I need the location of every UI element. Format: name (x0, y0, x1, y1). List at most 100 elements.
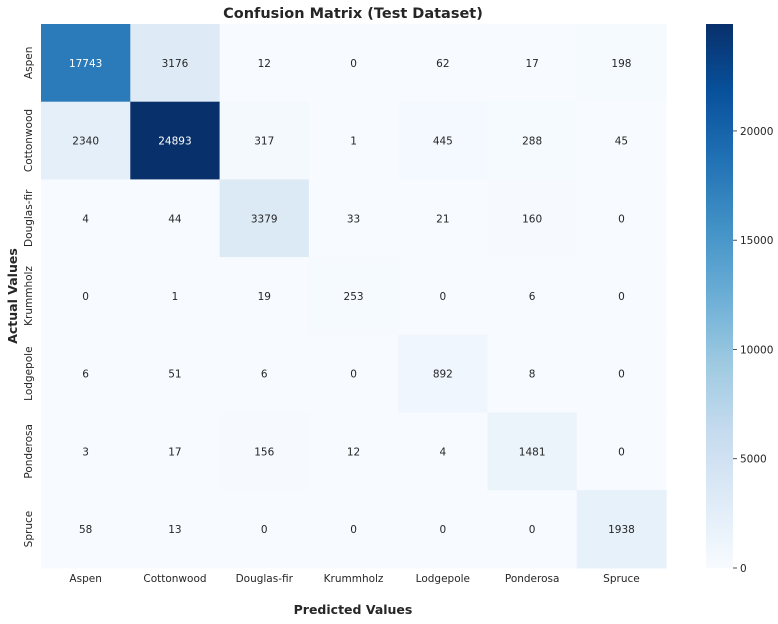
heatmap-cell-aspen-ponderosa (487, 24, 578, 103)
cell-value-label: 0 (440, 524, 447, 536)
heatmap-cell-douglas-fir-douglas-fir (219, 179, 310, 258)
cell-value-label: 0 (440, 291, 447, 303)
heatmap-cell-lodgepole-spruce (576, 334, 667, 414)
cell-value-label: 3 (82, 446, 89, 458)
heatmap-cell-ponderosa-spruce (576, 412, 667, 491)
y-tick-label-spruce: Spruce (23, 511, 35, 548)
y-tick-labels: Aspen Cottonwood Douglas-fir Krummholz Lodge… (23, 47, 35, 548)
y-tick-label-krummholz: Krummholz (23, 266, 35, 326)
cell-value-label: 33 (347, 213, 360, 225)
cell-value-label: 44 (168, 213, 182, 225)
x-tick-label-krummholz: Krummholz (324, 573, 384, 585)
heatmap-cell-spruce-ponderosa (487, 490, 578, 569)
y-tick-label-douglas-fir: Douglas-fir (23, 189, 35, 247)
heatmap-cell-douglas-fir-cottonwood (130, 179, 221, 258)
heatmap-cell-douglas-fir-krummholz (308, 179, 399, 258)
y-tick-label-ponderosa: Ponderosa (23, 424, 35, 479)
heatmap-cell-ponderosa-krummholz (308, 412, 399, 491)
y-tick-label-cottonwood: Cottonwood (23, 109, 35, 172)
heatmap-cell-krummholz-cottonwood (130, 257, 221, 336)
colorbar-tick-label: 5000 (740, 454, 767, 466)
heatmap-cell-aspen-lodgepole (398, 24, 489, 103)
cell-value-label: 58 (79, 524, 92, 536)
x-tick-label-lodgepole: Lodgepole (416, 573, 470, 585)
cell-value-label: 0 (618, 213, 625, 225)
heatmap-cell-krummholz-krummholz (308, 257, 399, 336)
cell-value-label: 17 (168, 446, 181, 458)
cell-value-label: 2340 (72, 136, 99, 148)
cell-value-label: 12 (258, 58, 271, 70)
colorbar-tick-label: 10000 (740, 344, 773, 356)
cell-value-label: 19 (258, 291, 271, 303)
heatmap-cell-aspen-cottonwood (130, 24, 221, 103)
heatmap-cell-cottonwood-lodgepole (398, 101, 489, 180)
cell-value-label: 156 (254, 446, 274, 458)
heatmap-cell-ponderosa-aspen (41, 412, 131, 491)
y-tick-label-aspen: Aspen (23, 47, 35, 79)
cell-value-label: 51 (168, 369, 181, 381)
heatmap-cell-krummholz-spruce (576, 257, 667, 336)
cell-value-label: 8 (529, 369, 536, 381)
heatmap-cell-lodgepole-ponderosa (487, 334, 578, 414)
cell-value-label: 45 (615, 136, 628, 148)
heatmap-cell-krummholz-aspen (41, 257, 131, 336)
heatmap-cell-douglas-fir-aspen (41, 179, 131, 258)
cell-value-label: 62 (436, 58, 449, 70)
cell-value-label: 4 (440, 446, 447, 458)
y-tick-label-lodgepole: Lodgepole (23, 346, 35, 400)
cell-value-label: 0 (350, 58, 357, 70)
cell-value-label: 160 (522, 213, 542, 225)
heatmap-cell-lodgepole-douglas-fir (219, 334, 310, 414)
cell-value-label: 17 (525, 58, 538, 70)
cell-value-label: 198 (611, 58, 631, 70)
heatmap-cell-lodgepole-lodgepole (398, 334, 489, 414)
cell-value-label: 6 (529, 291, 536, 303)
cell-value-label: 1 (172, 291, 179, 303)
x-tick-label-douglas-fir: Douglas-fir (236, 573, 294, 585)
heatmap-cell-douglas-fir-ponderosa (487, 179, 578, 258)
cell-value-label: 12 (347, 446, 360, 458)
y-axis-label: Actual Values (5, 248, 20, 344)
colorbar-ticks: 0 5000 10000 15000 20000 (733, 126, 773, 575)
cell-value-label: 0 (618, 291, 625, 303)
heatmap-cell-spruce-lodgepole (398, 490, 489, 569)
cell-value-label: 0 (350, 524, 357, 536)
x-tick-labels: Aspen Cottonwood Douglas-fir Krummholz Lodge… (69, 573, 639, 585)
heatmap-cell-douglas-fir-spruce (576, 179, 667, 258)
heatmap-cell-lodgepole-krummholz (308, 334, 399, 414)
colorbar-tick-label: 20000 (740, 126, 773, 138)
heatmap-cell-cottonwood-ponderosa (487, 101, 578, 180)
cell-value-label: 445 (433, 136, 453, 148)
colorbar-tick-label: 0 (740, 563, 747, 575)
cell-value-label: 0 (261, 524, 268, 536)
heatmap-cell-spruce-cottonwood (130, 490, 221, 569)
cell-value-label: 0 (529, 524, 536, 536)
cell-value-label: 1938 (608, 524, 635, 536)
x-tick-label-aspen: Aspen (69, 573, 101, 585)
heatmap-cell-aspen-spruce (576, 24, 667, 103)
cell-value-label: 6 (261, 369, 268, 381)
x-axis-label: Predicted Values (294, 602, 413, 617)
cell-value-label: 0 (82, 291, 89, 303)
cell-value-label: 0 (618, 446, 625, 458)
heatmap-cell-lodgepole-cottonwood (130, 334, 221, 414)
heatmap-cell-spruce-krummholz (308, 490, 399, 569)
cell-value-label: 24893 (158, 136, 191, 148)
cell-value-label: 21 (436, 213, 449, 225)
heatmap-cell-cottonwood-douglas-fir (219, 101, 310, 180)
heatmap-cell-aspen-aspen (41, 24, 131, 103)
x-tick-label-ponderosa: Ponderosa (505, 573, 560, 585)
heatmap-cell-cottonwood-cottonwood (130, 101, 221, 180)
cell-value-label: 4 (82, 213, 89, 225)
heatmap-cell-krummholz-ponderosa (487, 257, 578, 336)
cell-value-label: 3176 (162, 58, 189, 70)
cell-value-label: 3379 (251, 213, 278, 225)
colorbar-tick-label: 15000 (740, 235, 773, 247)
heatmap-cell-aspen-douglas-fir (219, 24, 310, 103)
heatmap-cell-ponderosa-cottonwood (130, 412, 221, 491)
heatmap-cell-douglas-fir-lodgepole (398, 179, 489, 258)
heatmap-cell-spruce-douglas-fir (219, 490, 310, 569)
heatmap-cell-lodgepole-aspen (41, 334, 131, 414)
